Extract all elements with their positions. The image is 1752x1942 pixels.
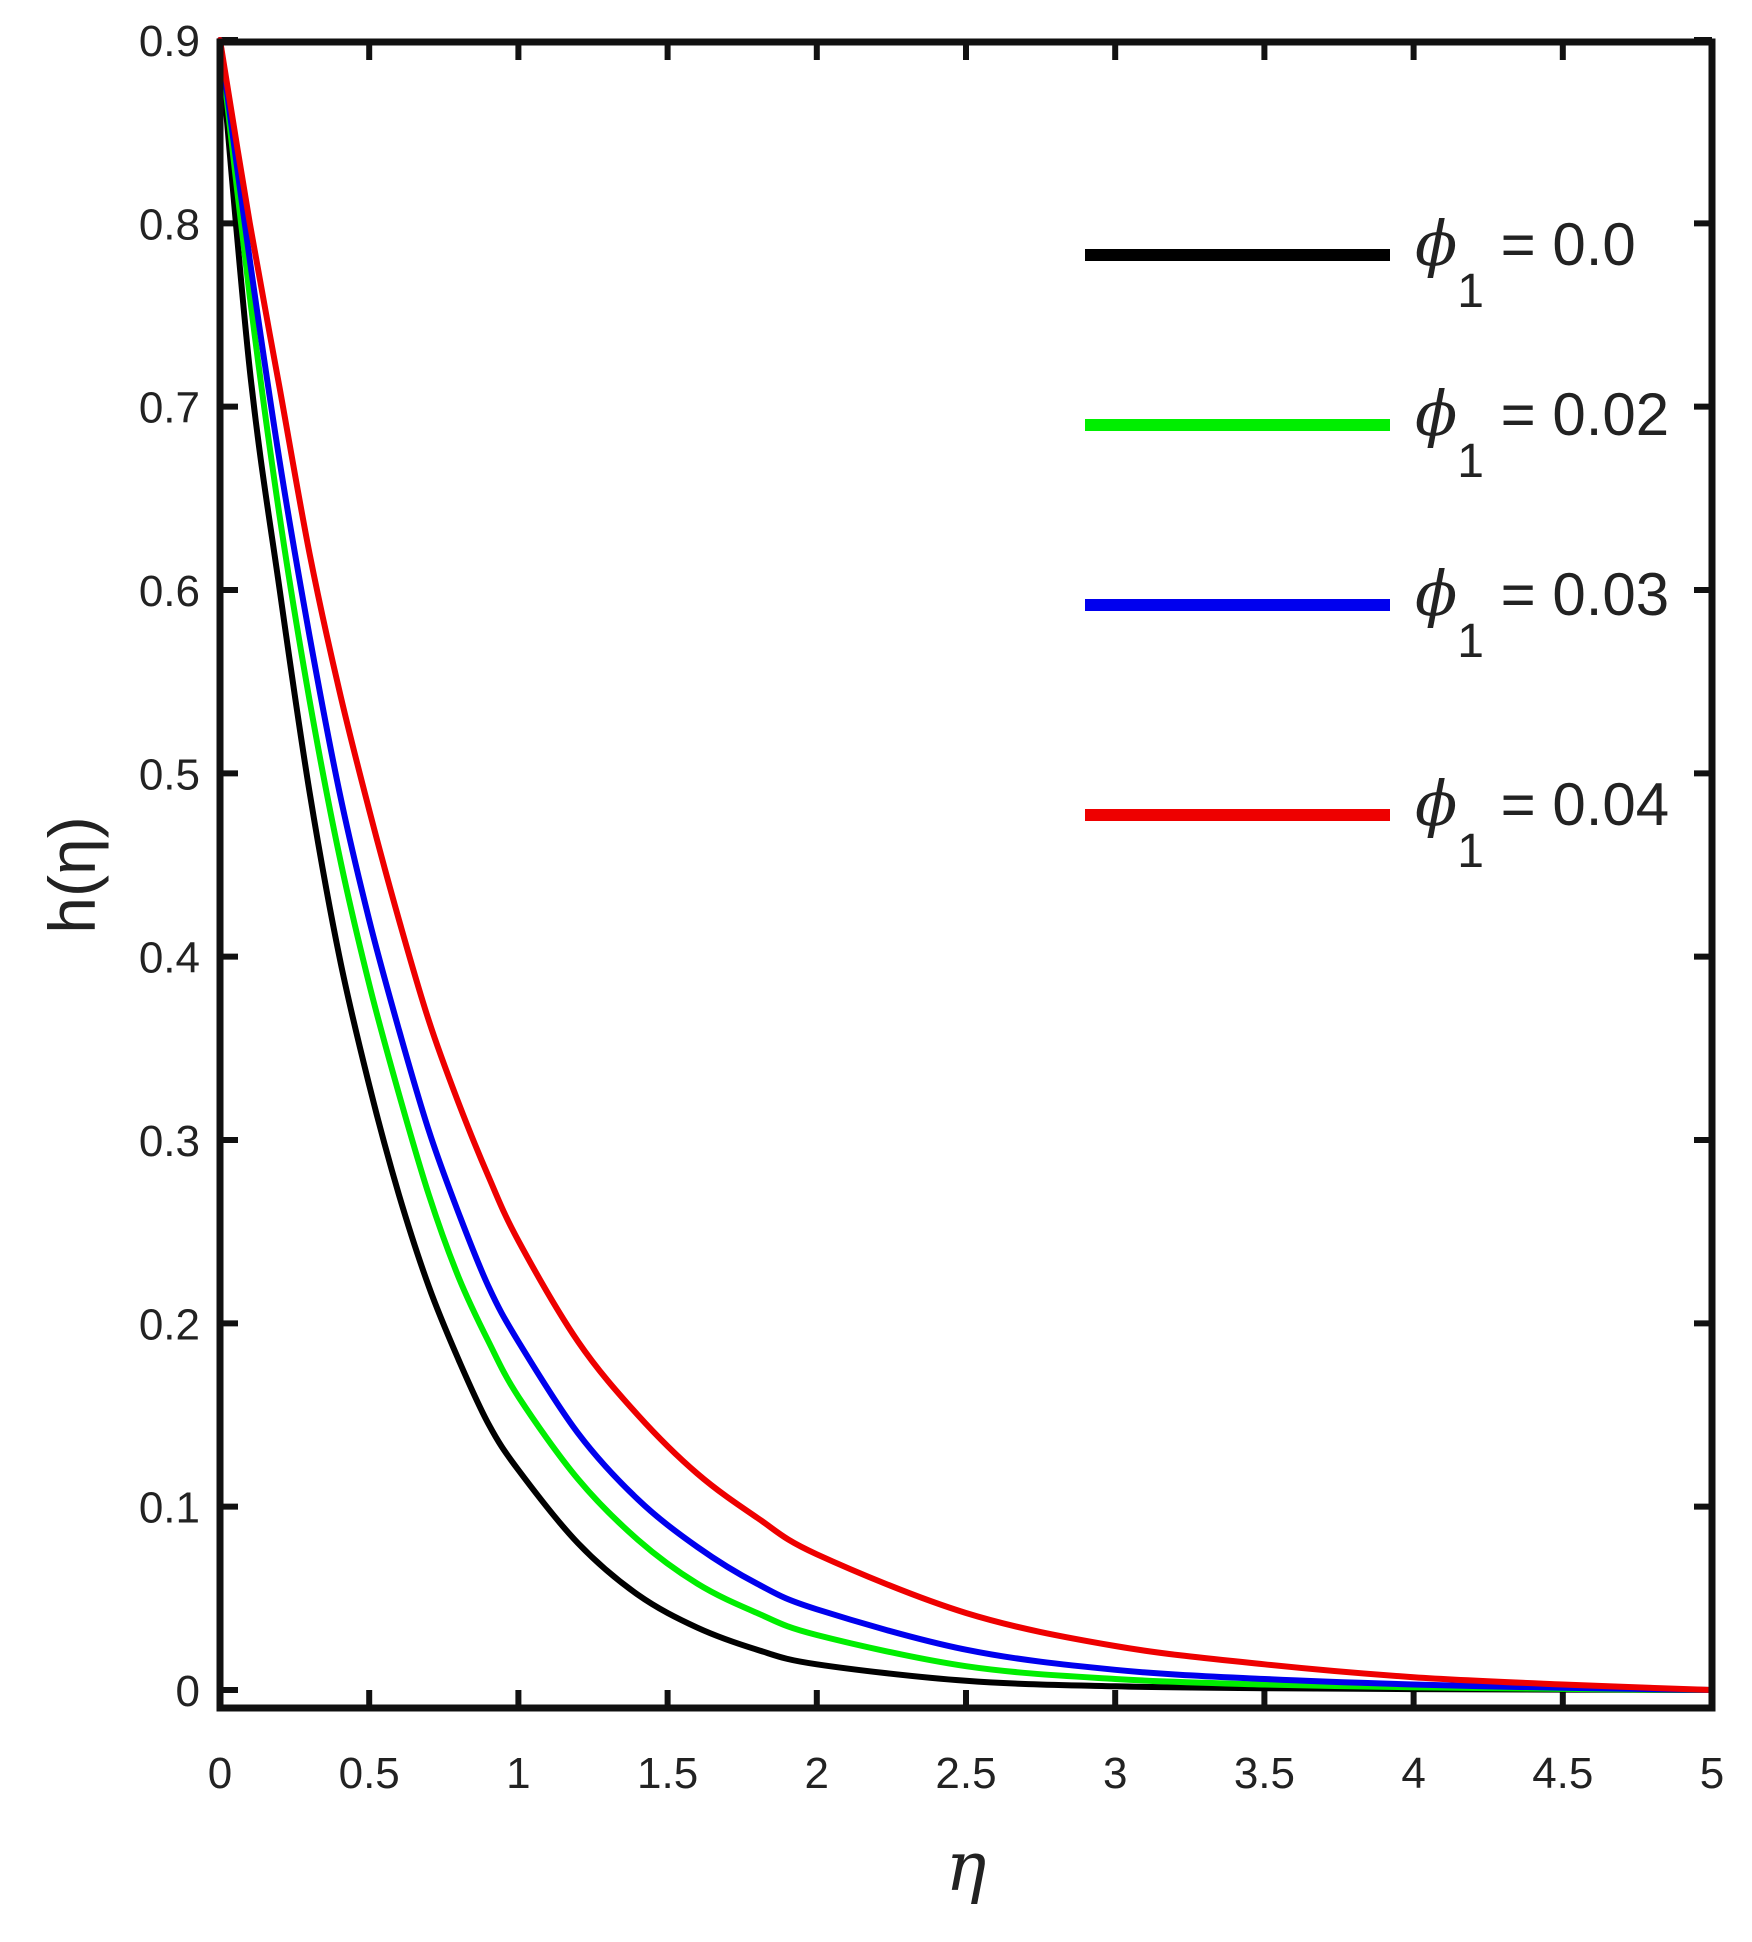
y-tick-label: 0.4: [139, 934, 200, 983]
legend-label: ϕ1 = 0.02: [1415, 377, 1669, 488]
legend-subscript: 1: [1457, 825, 1484, 878]
legend-subscript: 1: [1457, 265, 1484, 318]
y-tick-label: 0.6: [139, 567, 200, 616]
legend-subscript: 1: [1457, 615, 1484, 668]
legend-entry: ϕ1 = 0.02: [1085, 377, 1669, 488]
x-tick-label: 1.5: [637, 1749, 698, 1798]
ticks-layer: 0 0.5 1 1.5 2 2.5 3 3.5 4 4.5 5 0 0.1 0.2 0.3 0.4 0.5 0.6…: [139, 17, 1724, 1798]
y-axis-label: h(η): [35, 816, 109, 933]
legend-symbol: ϕ: [1415, 557, 1457, 630]
legend-entry: ϕ1 = 0.0: [1085, 207, 1636, 318]
x-tick-label: 2.5: [935, 1749, 996, 1798]
series-line-3: [217, 37, 1715, 1693]
series-line-2: [217, 37, 1715, 1693]
x-tick-label: 3.5: [1234, 1749, 1295, 1798]
y-tick-label: 0.9: [139, 17, 200, 66]
y-tick-label: 0: [176, 1667, 200, 1716]
y-tick-label: 0.8: [139, 200, 200, 249]
legend-label: ϕ1 = 0.04: [1415, 767, 1669, 878]
legend-label: ϕ1 = 0.03: [1415, 557, 1669, 668]
series-layer: [217, 37, 1715, 1693]
x-tick-label: 3: [1103, 1749, 1127, 1798]
x-tick-label: 2: [805, 1749, 829, 1798]
y-tick-label: 0.7: [139, 384, 200, 433]
legend-symbol: ϕ: [1415, 767, 1457, 840]
legend-value: = 0.02: [1484, 381, 1669, 448]
x-tick-label: 0: [208, 1749, 232, 1798]
y-tick-label: 0.1: [139, 1484, 200, 1533]
legend-value: = 0.0: [1484, 211, 1636, 278]
legend-entry: ϕ1 = 0.03: [1085, 557, 1669, 668]
x-axis-label: η: [946, 1828, 987, 1907]
legend-symbol: ϕ: [1415, 207, 1457, 280]
x-tick-label: 5: [1700, 1749, 1724, 1798]
y-tick-label: 0.3: [139, 1117, 200, 1166]
legend-value: = 0.04: [1484, 771, 1669, 838]
x-tick-label: 4: [1401, 1749, 1425, 1798]
series-line-1: [217, 37, 1715, 1693]
legend-symbol: ϕ: [1415, 377, 1457, 450]
x-tick-label: 4.5: [1532, 1749, 1593, 1798]
legend-value: = 0.03: [1484, 561, 1669, 628]
x-tick-label: 1: [506, 1749, 530, 1798]
series-line-0: [217, 37, 1715, 1693]
legend-entry: ϕ1 = 0.04: [1085, 767, 1669, 878]
x-tick-label: 0.5: [339, 1749, 400, 1798]
y-tick-label: 0.5: [139, 750, 200, 799]
plot-frame: [216, 38, 1716, 1712]
y-tick-label: 0.2: [139, 1300, 200, 1349]
legend-subscript: 1: [1457, 435, 1484, 488]
legend-label: ϕ1 = 0.0: [1415, 207, 1636, 318]
